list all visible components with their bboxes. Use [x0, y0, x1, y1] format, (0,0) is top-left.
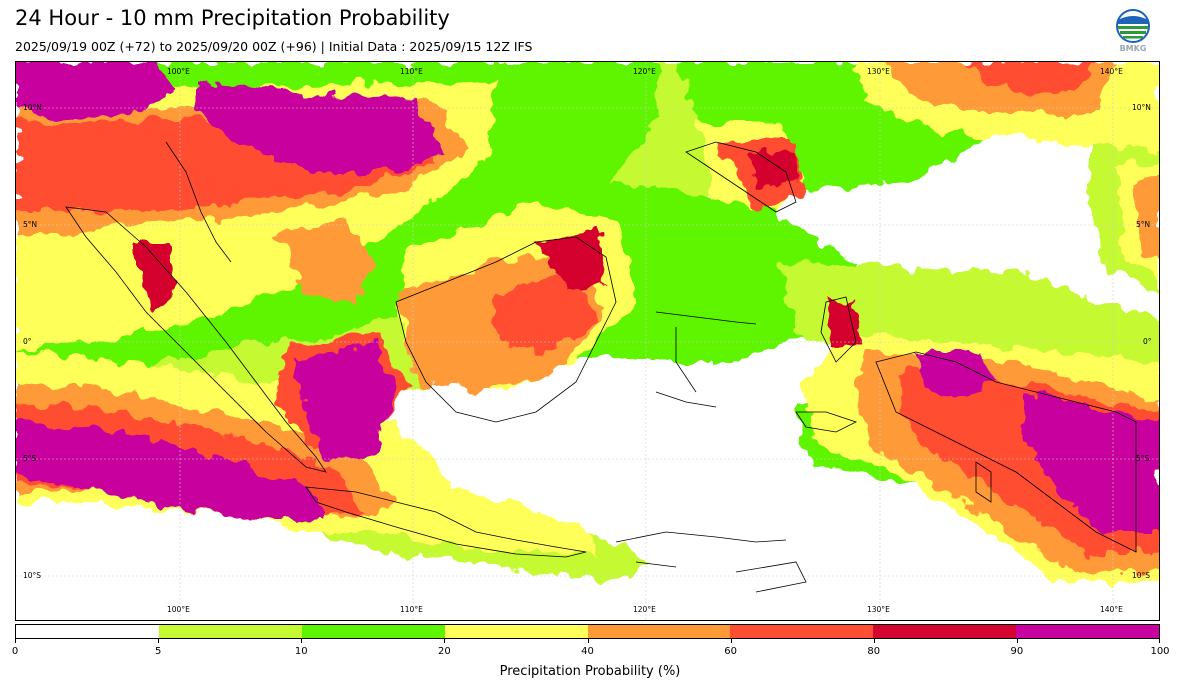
- colorbar-segment: [301, 625, 445, 638]
- colorbar-tick-label: 40: [581, 646, 594, 657]
- colorbar-tick: [1159, 639, 1160, 643]
- colorbar: [15, 624, 1160, 639]
- lon-label-bottom: 130°E: [867, 605, 890, 614]
- probability-shading: [16, 62, 1159, 582]
- colorbar-tick-label: 20: [438, 646, 451, 657]
- colorbar-segment: [873, 625, 1017, 638]
- lon-label-top: 140°E: [1100, 67, 1123, 76]
- colorbar-segment: [1016, 625, 1159, 638]
- colorbar-tick-label: 80: [867, 646, 881, 657]
- lat-label-right: 0°: [1143, 337, 1152, 346]
- colorbar-tick: [1016, 639, 1018, 643]
- colorbar-tick: [444, 639, 446, 643]
- colorbar-label: Precipitation Probability (%): [499, 664, 681, 679]
- colorbar-tick-label: 10: [294, 646, 308, 657]
- lat-label-left: 10°S: [23, 571, 42, 580]
- coastlines: [65, 141, 1137, 593]
- lat-label-right: 10°N: [1132, 103, 1151, 112]
- colorbar-segment: [730, 625, 874, 638]
- lat-label-left: 0°: [23, 337, 32, 346]
- chart-subtitle: 2025/09/19 00Z (+72) to 2025/09/20 00Z (…: [15, 39, 533, 54]
- colorbar-segment: [587, 625, 731, 638]
- colorbar-tick: [730, 639, 732, 643]
- precipitation-map: 100°E 110°E 120°E 130°E 140°E 100°E 110°…: [15, 61, 1160, 621]
- colorbar-segment: [158, 625, 302, 638]
- lon-label-bottom: 120°E: [633, 605, 656, 614]
- lat-label-left: 10°N: [23, 103, 42, 112]
- colorbar-segment: [16, 625, 159, 638]
- colorbar-tick-label: 5: [154, 646, 162, 657]
- lat-label-right: 10°S: [1132, 571, 1151, 580]
- graticule: [16, 62, 1159, 620]
- precipitation-field: [16, 62, 1159, 620]
- lat-label-right: 5°N: [1136, 220, 1151, 229]
- lat-label-left: 5°N: [23, 220, 38, 229]
- lat-label-left: 5°S: [23, 454, 37, 463]
- colorbar-tick: [158, 639, 160, 643]
- colorbar-tick: [873, 639, 875, 643]
- colorbar-segment: [444, 625, 588, 638]
- colorbar-tick-label: 100: [1150, 646, 1170, 657]
- lon-label-top: 120°E: [633, 67, 656, 76]
- colorbar-tick-label: 60: [724, 646, 737, 657]
- lon-label-top: 130°E: [867, 67, 890, 76]
- colorbar-tick: [15, 639, 16, 643]
- chart-title: 24 Hour - 10 mm Precipitation Probabilit…: [15, 6, 450, 30]
- lat-label-right: 5°S: [1136, 454, 1150, 463]
- lon-label-bottom: 140°E: [1100, 605, 1123, 614]
- lon-label-bottom: 110°E: [400, 605, 423, 614]
- colorbar-tick-label: 90: [1010, 646, 1024, 657]
- bmkg-logo: BMKG: [1112, 8, 1154, 56]
- colorbar-tick: [301, 639, 303, 643]
- logo-text: BMKG: [1119, 44, 1147, 53]
- globe-icon: [1116, 9, 1150, 43]
- lon-label-bottom: 100°E: [167, 605, 190, 614]
- colorbar-tick: [587, 639, 589, 643]
- lon-label-top: 100°E: [167, 67, 190, 76]
- colorbar-tick-label: 0: [11, 646, 19, 657]
- lon-label-top: 110°E: [400, 67, 423, 76]
